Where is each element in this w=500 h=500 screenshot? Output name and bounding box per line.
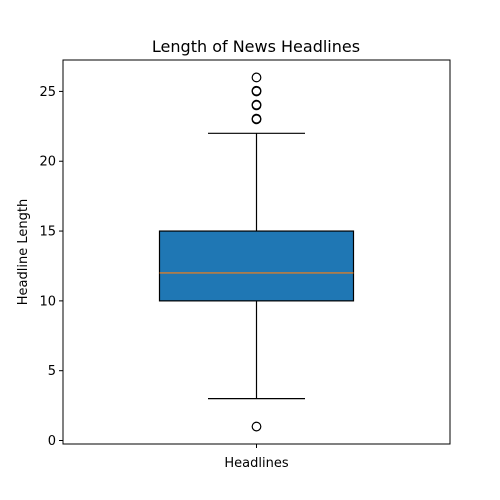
x-axis: Headlines: [224, 444, 289, 471]
y-axis-label: Headline Length: [16, 199, 31, 305]
chart-title: Length of News Headlines: [152, 37, 360, 56]
y-tick-label: 15: [39, 225, 56, 240]
outlier-point: [251, 113, 262, 124]
x-tick-label: Headlines: [224, 456, 288, 471]
y-axis: 0 5 10 15 20 25: [39, 85, 63, 449]
y-tick-label: 5: [48, 364, 56, 379]
y-tick-label: 25: [39, 85, 56, 100]
outlier-point: [251, 72, 262, 83]
y-tick-label: 0: [48, 434, 56, 449]
y-tick-label: 10: [39, 294, 56, 309]
boxplot-marks: [158, 72, 355, 432]
outlier-point: [251, 99, 262, 110]
outlier-point: [251, 85, 262, 96]
iqr-box: [158, 230, 355, 302]
y-tick-label: 20: [39, 155, 56, 170]
outlier-point: [251, 421, 262, 432]
